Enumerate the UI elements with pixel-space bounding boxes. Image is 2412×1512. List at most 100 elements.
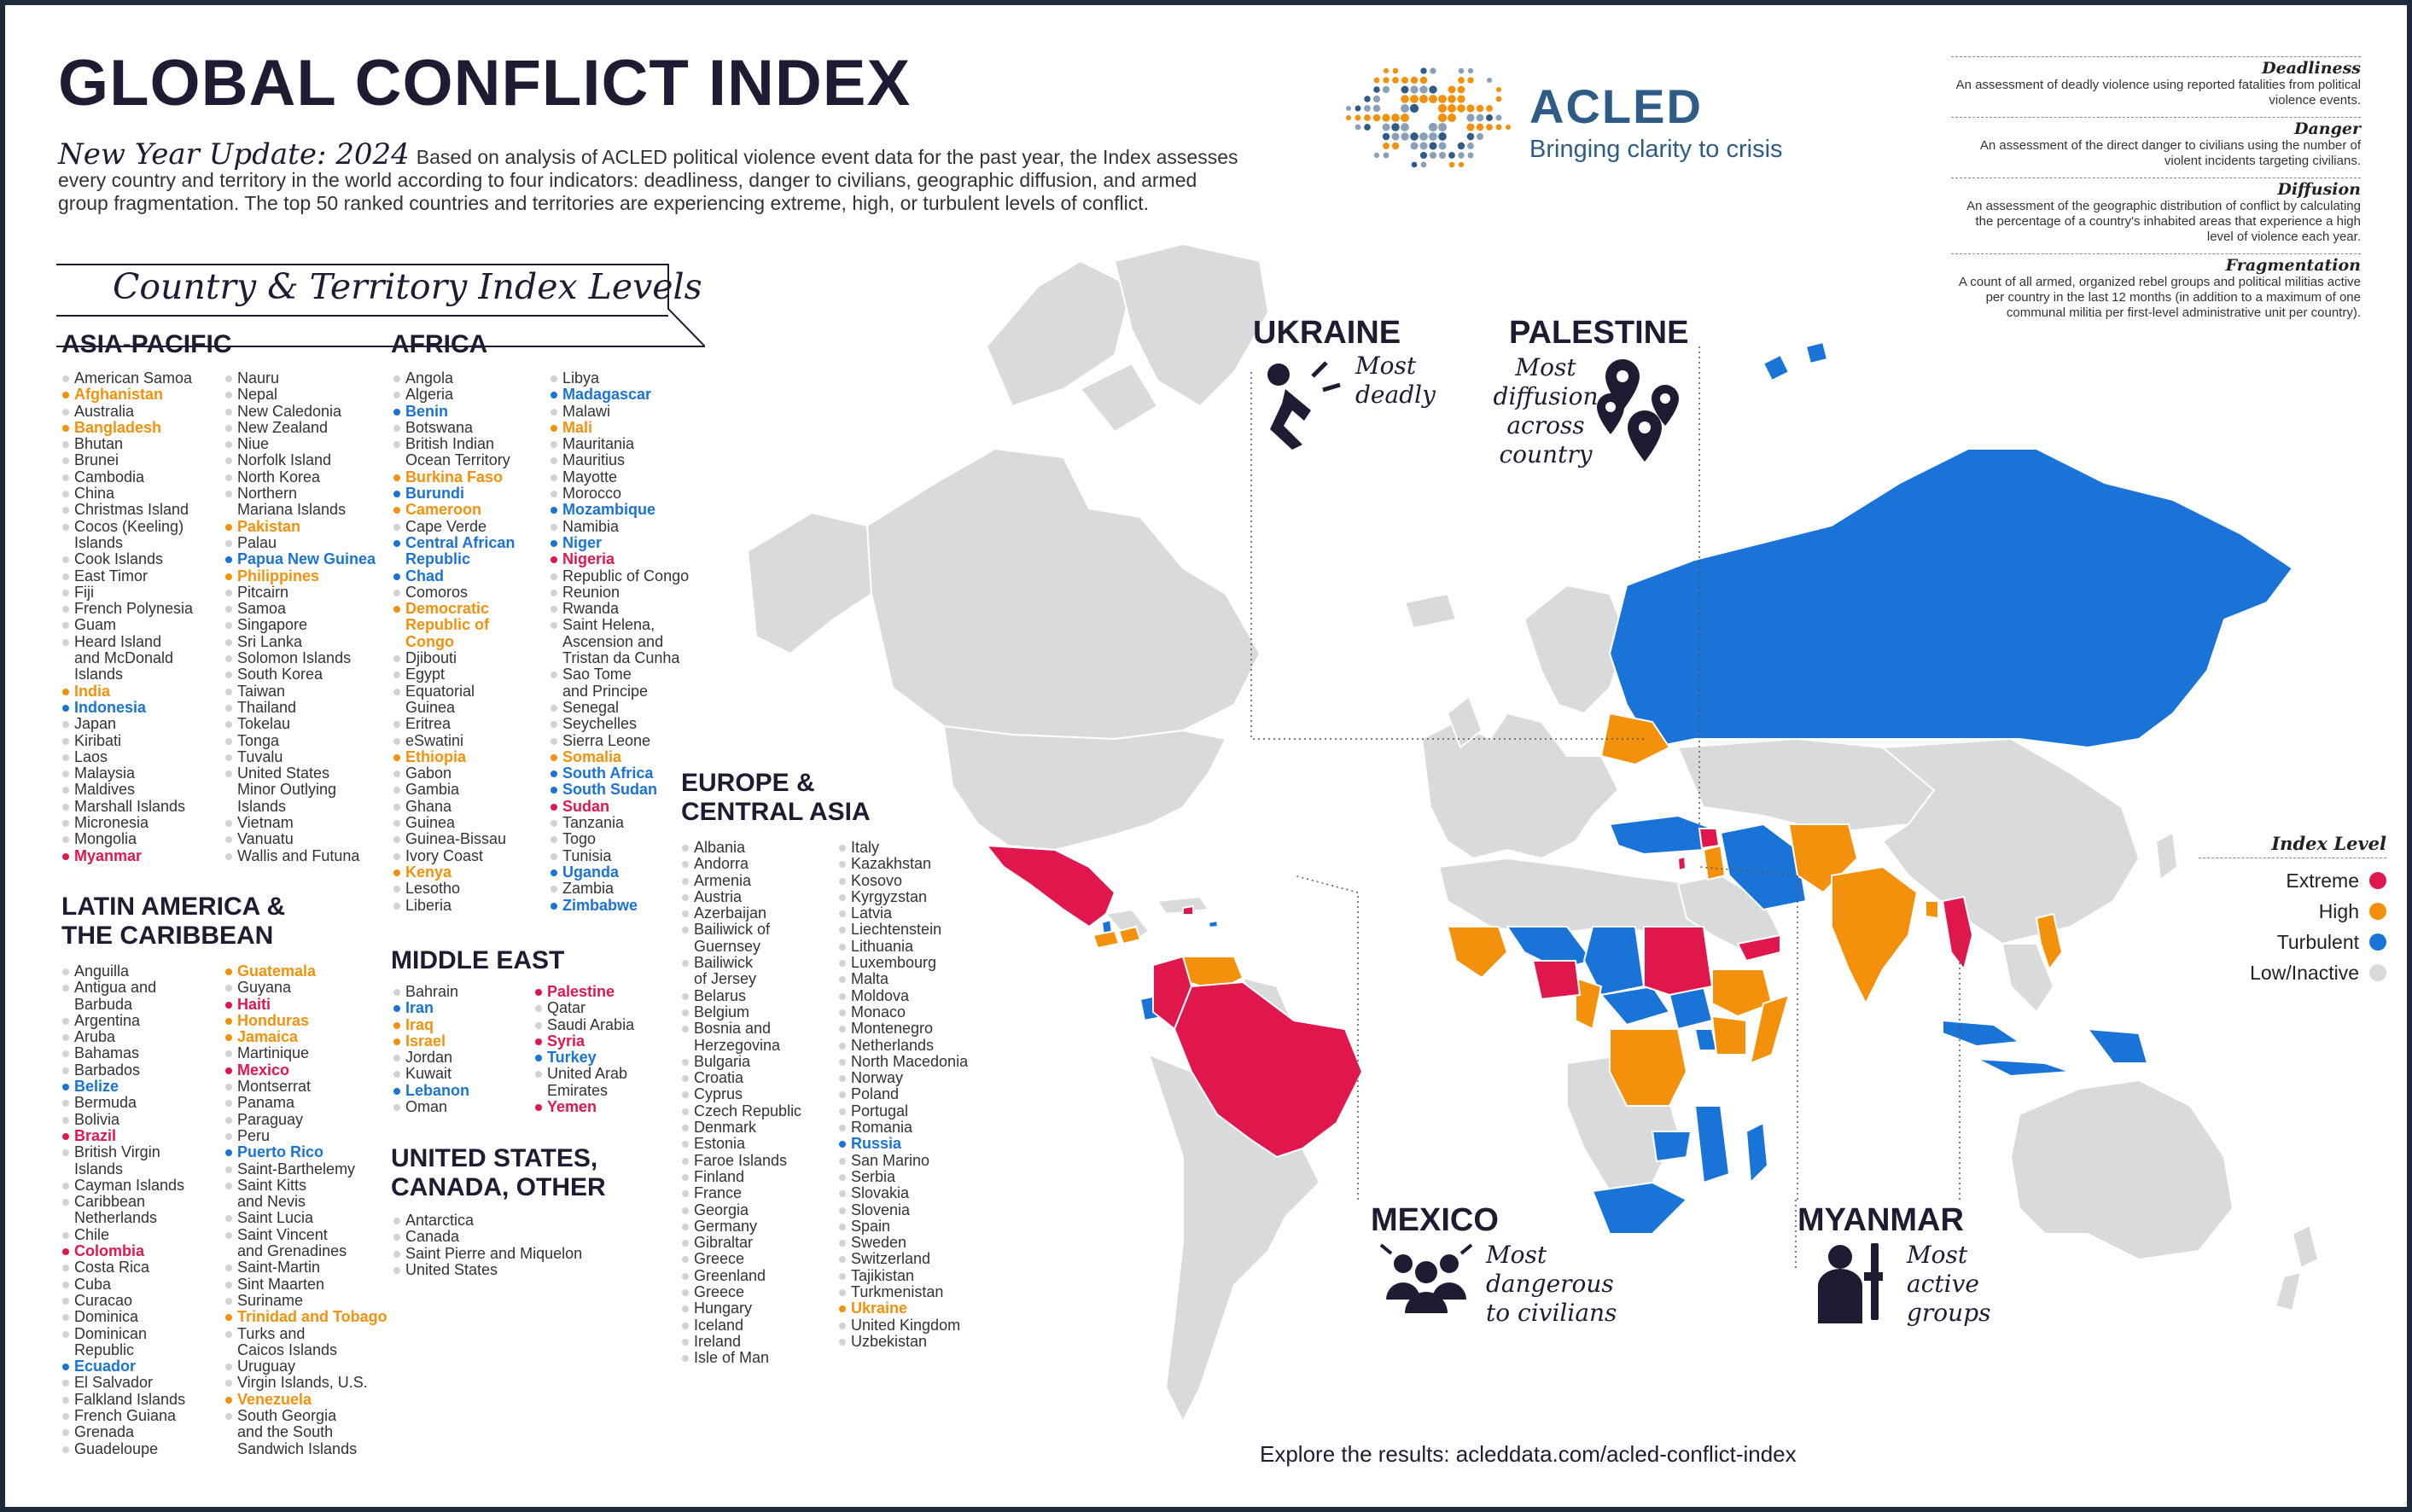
country-item: United Kingdom	[838, 1317, 968, 1334]
country-item: Tanzania	[550, 814, 689, 831]
country-item: Netherlands	[838, 1037, 968, 1054]
legend-label: Low/Inactive	[2250, 961, 2359, 984]
logo-name: ACLED	[1529, 79, 1703, 133]
definition-text: A count of all armed, organized rebel gr…	[1958, 275, 2361, 320]
country-item: Malawi	[550, 403, 689, 420]
country-item: Malaysia	[61, 765, 193, 782]
country-item: Sweden	[838, 1234, 968, 1251]
country-item: Syria	[534, 1032, 634, 1050]
country-item: Republic of	[405, 616, 489, 634]
country-item: Liechtenstein	[838, 922, 968, 938]
country-item: Bahamas	[61, 1045, 185, 1061]
country-item: eSwatini	[393, 732, 515, 749]
country-item: Turks and	[224, 1325, 387, 1342]
globe-dots-icon	[1345, 67, 1512, 168]
country-item: Djibouti	[393, 649, 515, 666]
definition-block: Fragmentation A count of all armed, organ…	[1951, 253, 2361, 321]
country-item: Ocean Territory	[405, 451, 510, 469]
country-item: Puerto Rico	[224, 1143, 387, 1160]
country-item: Tunisia	[550, 847, 689, 864]
europe-list-2: Italy Kazakhstan Kosovo Kyrgyzstan Latvia Lie…	[838, 839, 968, 1350]
country-item: Congo	[405, 632, 454, 650]
country-item: Wallis and Futuna	[224, 847, 376, 864]
country-item: Republic of Congo	[550, 567, 689, 584]
country-item: San Marino	[838, 1152, 968, 1169]
country-item: Haiti	[224, 996, 387, 1013]
footer-link[interactable]: Explore the results: acleddata.com/acled…	[1260, 1441, 1797, 1467]
country-item: Venezuela	[224, 1391, 387, 1408]
country-item: Sri Lanka	[224, 633, 376, 650]
country-item: Romania	[838, 1119, 968, 1136]
country-item: Samoa	[224, 600, 376, 617]
country-item: and Nevis	[237, 1193, 306, 1211]
country-item: of Jersey	[694, 970, 757, 988]
country-item: Kuwait	[393, 1066, 469, 1082]
country-item: Namibia	[550, 518, 689, 535]
country-item: French Polynesia	[61, 600, 193, 617]
country-item: Monaco	[838, 1003, 968, 1021]
country-item: Japan	[61, 715, 193, 732]
country-item: Montenegro	[838, 1020, 968, 1037]
country-item: Paraguay	[224, 1111, 387, 1128]
country-item: Comoros	[393, 584, 515, 601]
country-item: Kosovo	[838, 872, 968, 889]
country-item: Palestine	[534, 983, 634, 1000]
country-item: Central African	[393, 534, 515, 551]
country-item: Cyprus	[681, 1086, 801, 1102]
country-item: China	[61, 485, 193, 502]
country-item: South Korea	[224, 666, 376, 683]
latam-list-1: Anguilla Antigua and Barbuda Argentina Aruba…	[61, 962, 185, 1457]
country-item: Senegal	[550, 699, 689, 716]
country-item: Mauritania	[550, 435, 689, 452]
country-item: Indonesia	[61, 699, 193, 716]
country-item: and McDonald	[74, 649, 174, 667]
country-item: South Georgia	[224, 1407, 387, 1424]
country-item: Seychelles	[550, 715, 689, 732]
country-item: Benin	[393, 403, 515, 420]
country-item: Christmas Island	[61, 502, 193, 518]
country-item: El Salvador	[61, 1375, 185, 1391]
country-item: Bolivia	[61, 1111, 185, 1128]
legend-swatch	[2369, 933, 2386, 951]
country-item: France	[681, 1184, 801, 1201]
country-item: Morocco	[550, 485, 689, 502]
country-item: North Macedonia	[838, 1053, 968, 1070]
country-item: Uzbekistan	[838, 1333, 968, 1350]
country-item: Pakistan	[224, 518, 376, 535]
country-item: Grenada	[61, 1424, 185, 1440]
country-item: East Timor	[61, 567, 193, 584]
country-item: Moldova	[838, 987, 968, 1004]
country-item: Colombia	[61, 1242, 185, 1259]
country-item: Saint Kitts	[224, 1177, 387, 1194]
country-item: Spain	[838, 1218, 968, 1235]
country-item: Niger	[550, 534, 689, 551]
country-item: New Zealand	[224, 419, 376, 436]
country-item: Cook Islands	[61, 550, 193, 567]
country-item: Faroe Islands	[681, 1152, 801, 1169]
country-item: Pitcairn	[224, 584, 376, 601]
country-item: Algeria	[393, 386, 515, 403]
country-item: Islands	[74, 666, 124, 683]
country-item: Heard Island	[61, 633, 193, 650]
country-item: Czech Republic	[681, 1102, 801, 1119]
country-item: Dominica	[61, 1308, 185, 1325]
list-heading-box: Country & Territory Index Levels	[56, 261, 705, 355]
country-item: Tristan da Cunha	[562, 649, 680, 667]
country-item: Georgia	[681, 1201, 801, 1218]
country-item: Mali	[550, 419, 689, 436]
country-item: Croatia	[681, 1069, 801, 1086]
country-item: French Guiana	[61, 1407, 185, 1424]
country-item: Turkmenistan	[838, 1283, 968, 1300]
country-item: Oman	[393, 1098, 469, 1115]
country-item: Reunion	[550, 584, 689, 601]
country-item: Guinea-Bissau	[393, 831, 515, 847]
country-item: and Grenadines	[237, 1242, 347, 1260]
country-item: Zambia	[550, 880, 689, 897]
country-item: Botswana	[393, 419, 515, 436]
armed-soldier-icon	[1818, 1243, 1883, 1323]
legend-row: Low/Inactive	[2199, 957, 2386, 988]
map-turbulent-regions	[1100, 340, 2294, 1235]
europe-list-1: Albania Andorra Armenia Austria Azerbaijan Ba…	[681, 839, 801, 1367]
country-item: Canada	[393, 1228, 582, 1245]
region-title-latin-america: LATIN AMERICA & THE CARIBBEAN	[61, 893, 286, 950]
